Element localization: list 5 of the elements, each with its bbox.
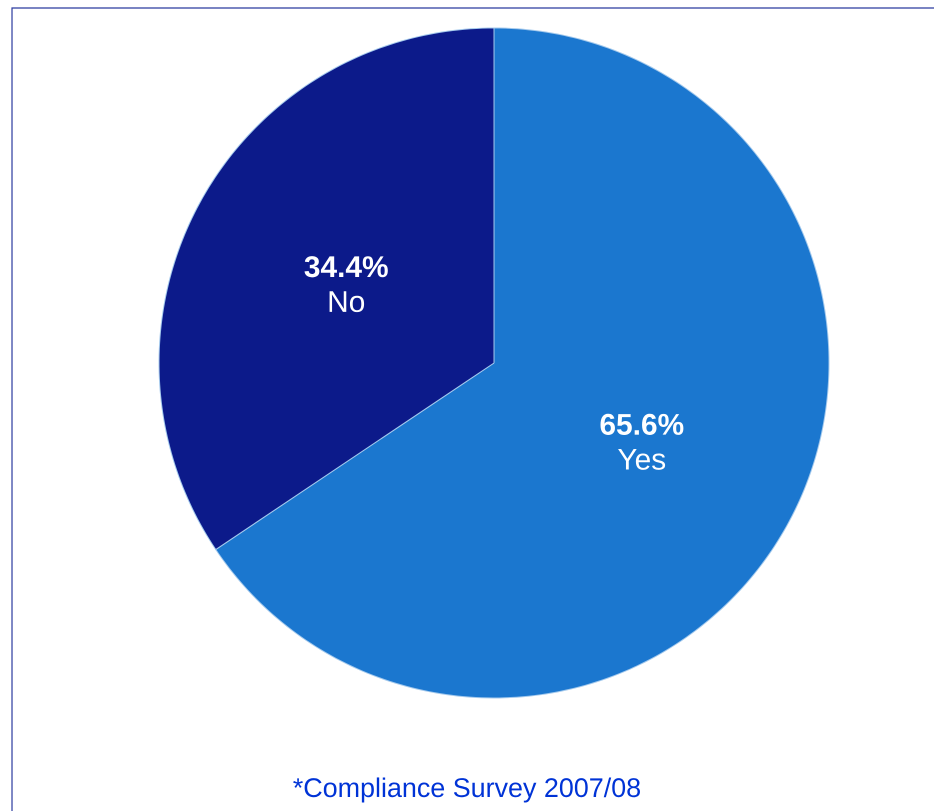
data-label: 65.6% xyxy=(600,414,684,435)
slice-label: No xyxy=(330,291,364,312)
data-label: 34.4% xyxy=(304,256,388,278)
text: *Compliance Survey 2007/08 xyxy=(293,777,640,803)
slice-label: Yes xyxy=(618,448,666,470)
